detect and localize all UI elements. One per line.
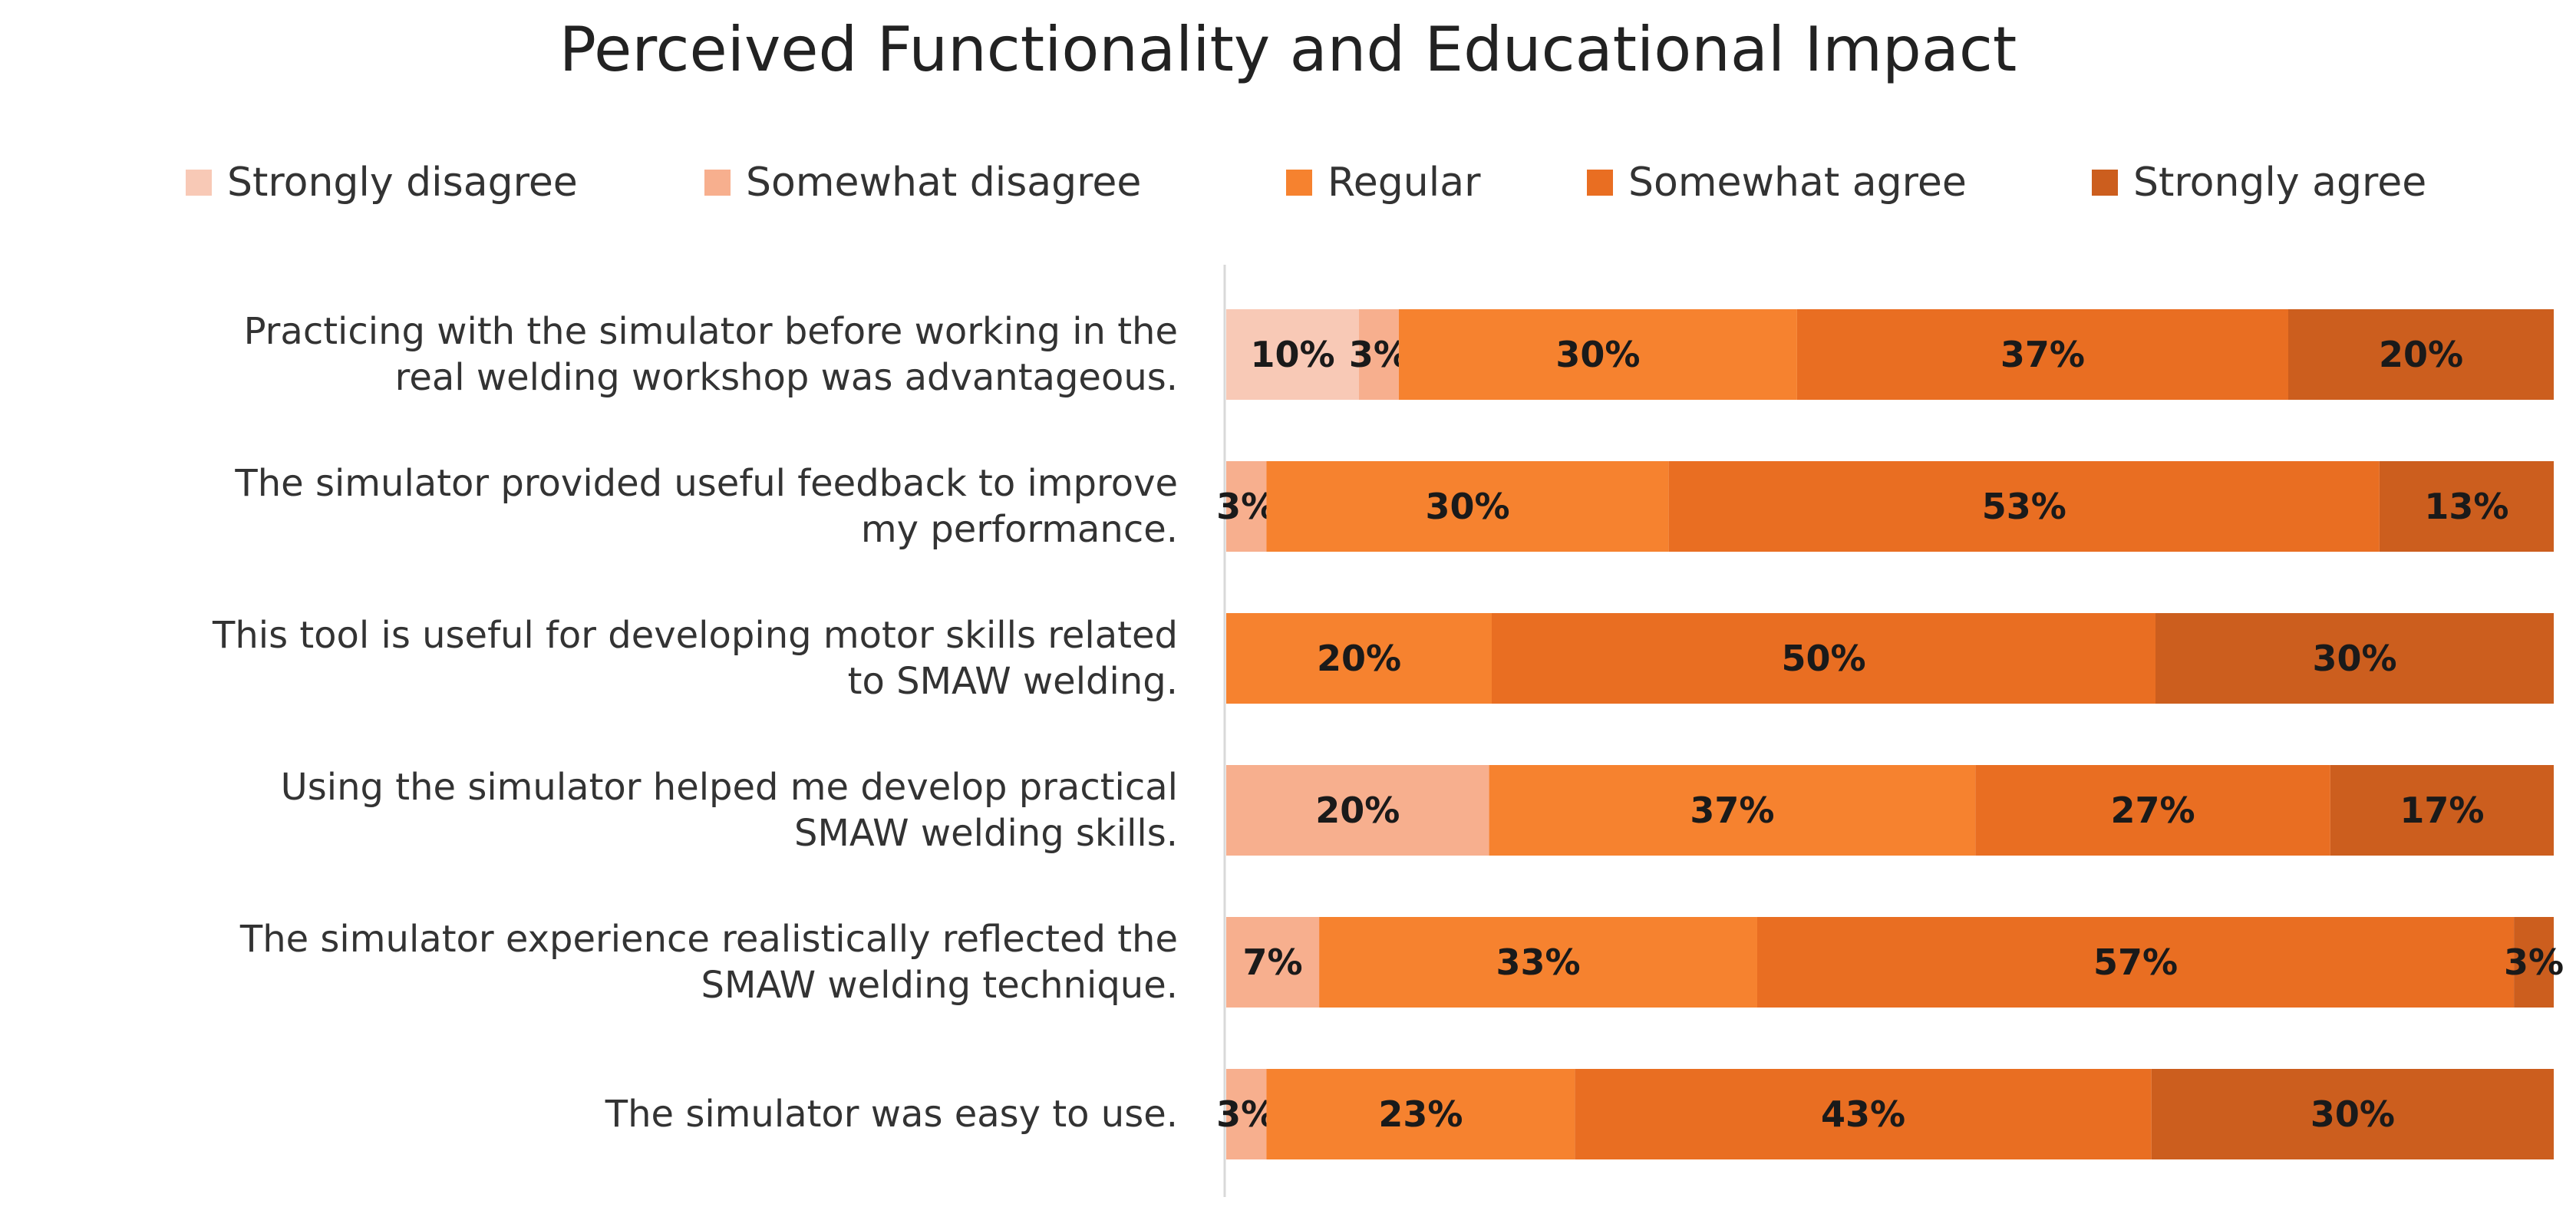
bar-segment (1975, 765, 2330, 856)
category-label: The simulator experience realistically r… (239, 918, 1178, 1007)
data-label: 33% (1496, 942, 1580, 983)
bar-segment (1575, 1069, 2152, 1159)
data-label: 27% (2111, 790, 2195, 831)
legend-label: Somewhat disagree (746, 160, 1142, 206)
bar-segment (1226, 613, 1492, 704)
bar-segment (1226, 1069, 1267, 1159)
legend-swatch (704, 170, 731, 196)
data-label: 53% (1982, 486, 2066, 527)
data-label: 57% (2093, 942, 2178, 983)
legend-label: Strongly disagree (227, 160, 578, 206)
data-label: 23% (1378, 1093, 1463, 1135)
legend-item-somewhat-agree: Somewhat agree (1587, 152, 1967, 213)
bar-segment (1226, 917, 1320, 1008)
legend-item-regular: Regular (1286, 152, 1480, 213)
data-label: 37% (1690, 790, 1774, 831)
legend-label: Regular (1328, 160, 1481, 206)
legend-label: Somewhat agree (1628, 160, 1967, 206)
bar-segment (2330, 765, 2554, 856)
bar-segment (2155, 613, 2554, 704)
legend-item-strongly-agree: Strongly agree (2092, 152, 2426, 213)
data-label: 3% (1216, 486, 1276, 527)
legend-swatch (186, 170, 212, 196)
legend-item-strongly-disagree: Strongly disagree (186, 152, 578, 213)
category-label: The simulator was easy to use. (605, 1093, 1178, 1136)
bar-segment (1668, 461, 2380, 552)
legend-label: Strongly agree (2133, 160, 2427, 206)
bar-segment (1757, 917, 2515, 1008)
bar-segment (1266, 1069, 1575, 1159)
bar-segment (1359, 309, 1399, 400)
data-label: 30% (2310, 1093, 2395, 1135)
chart-title: Perceived Functionality and Educational … (559, 14, 2017, 85)
data-label: 10% (1250, 334, 1334, 375)
data-label: 20% (1315, 790, 1400, 831)
legend: Strongly disagree Somewhat disagree Regu… (0, 152, 2576, 213)
data-label: 3% (2504, 942, 2564, 983)
data-label: 50% (1781, 638, 1865, 679)
bar-segment (2288, 309, 2554, 400)
legend-swatch (2092, 170, 2118, 196)
data-label: 30% (1425, 486, 1509, 527)
data-label: 17% (2400, 790, 2484, 831)
data-label: 13% (2424, 486, 2508, 527)
data-label: 43% (1821, 1093, 1905, 1135)
category-label: Practicing with the simulator before wor… (244, 310, 1178, 399)
bar-segment (1796, 309, 2288, 400)
data-label: 30% (1555, 334, 1640, 375)
bar-segment (1226, 309, 1359, 400)
bar-segment (2514, 917, 2554, 1008)
data-label: 30% (2312, 638, 2396, 679)
category-label: Using the simulator helped me develop pr… (281, 766, 1178, 855)
bar-segment (1226, 765, 1489, 856)
data-label: 20% (1317, 638, 1401, 679)
bar-segment (1266, 461, 1669, 552)
data-label: 20% (2379, 334, 2463, 375)
bar-segment (2379, 461, 2554, 552)
legend-swatch (1286, 170, 1312, 196)
data-label: 3% (1216, 1093, 1276, 1135)
bar-segment (1226, 461, 1267, 552)
category-label: This tool is useful for developing motor… (212, 614, 1178, 703)
bar-segment (1319, 917, 1757, 1008)
bar-segment (2151, 1069, 2554, 1159)
bar-segment (1398, 309, 1797, 400)
bar-segment (1489, 765, 1976, 856)
data-label: 7% (1242, 942, 1302, 983)
category-label: The simulator provided useful feedback t… (234, 462, 1178, 551)
data-label: 37% (2000, 334, 2085, 375)
legend-item-somewhat-disagree: Somewhat disagree (704, 152, 1141, 213)
legend-swatch (1587, 170, 1613, 196)
bar-segment (1492, 613, 2155, 704)
